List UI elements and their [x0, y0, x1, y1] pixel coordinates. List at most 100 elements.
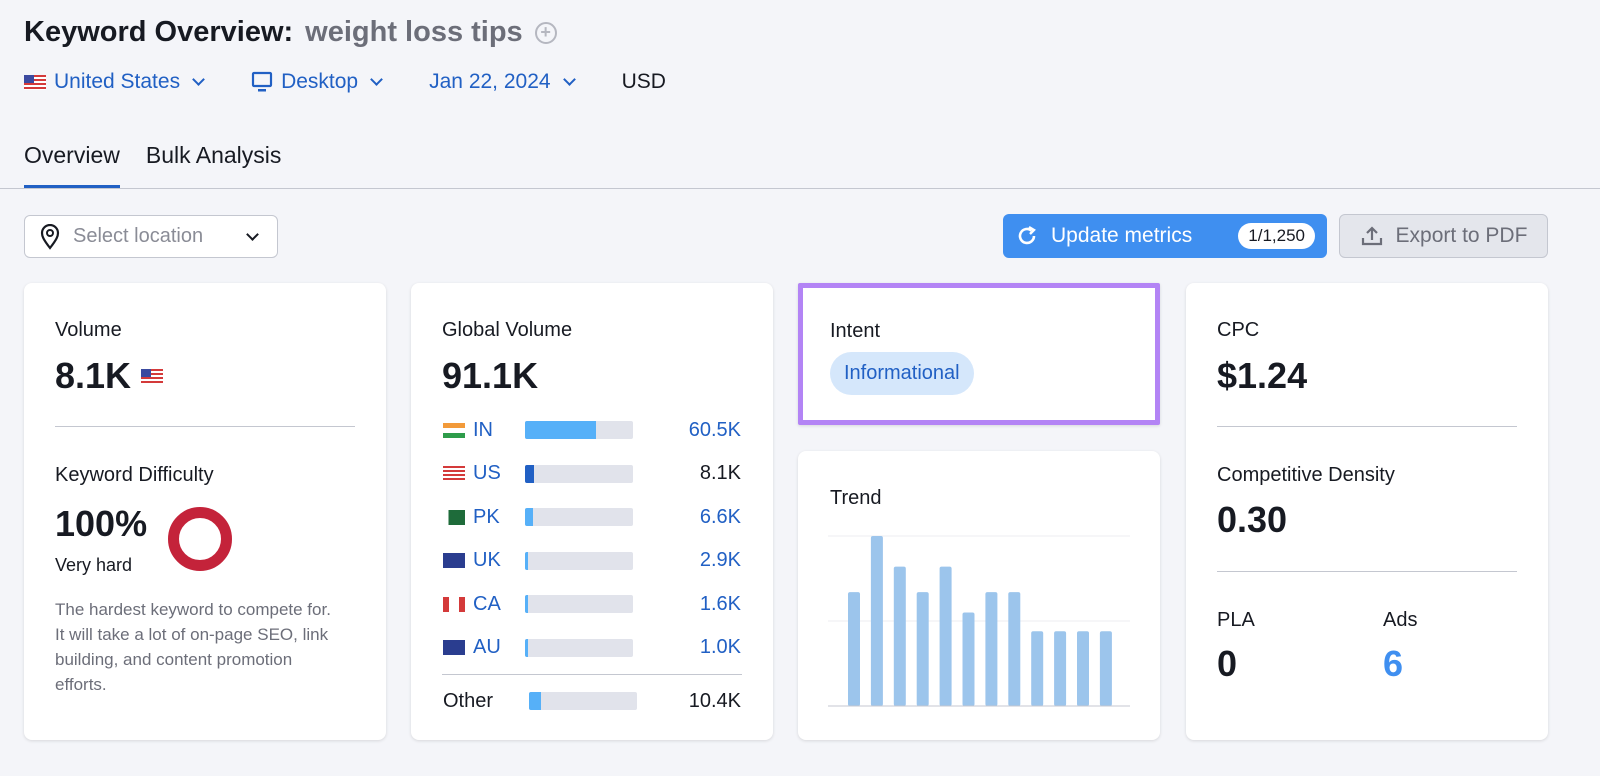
tabs-divider	[0, 188, 1600, 189]
chevron-down-icon	[246, 227, 259, 241]
intent-badge: Informational	[830, 352, 974, 395]
update-metrics-button[interactable]: Update metrics 1/1,250	[1003, 214, 1327, 258]
trend-bar[interactable]	[1031, 631, 1044, 706]
divider	[1217, 571, 1517, 572]
country-dropdown[interactable]: United States	[24, 70, 209, 94]
tabs: Overview Bulk Analysis	[24, 142, 281, 189]
volume-value-wrap: 8.1K	[55, 355, 164, 397]
difficulty-ring	[168, 507, 232, 571]
intent-card: Intent Informational	[798, 283, 1160, 425]
us-flag-icon	[141, 368, 164, 384]
ads-value[interactable]: 6	[1383, 643, 1404, 684]
keyword: weight loss tips	[305, 16, 523, 48]
trend-bar[interactable]	[939, 566, 952, 706]
difficulty-description: The hardest keyword to compete for. It w…	[55, 600, 331, 694]
ca-flag-icon	[443, 596, 465, 612]
us-flag-icon	[443, 466, 465, 481]
page-title: Keyword Overview: weight loss tips +	[24, 16, 557, 49]
share-bar	[525, 464, 633, 483]
volume-value: 8.1K	[55, 355, 132, 396]
title-label: Keyword Overview:	[24, 16, 294, 48]
chevron-down-icon	[562, 73, 576, 86]
cpc-value: $1.24	[1217, 355, 1308, 396]
country-row-au: AU 1.0K	[443, 636, 741, 660]
date-dropdown[interactable]: Jan 22, 2024	[429, 70, 579, 94]
country-code[interactable]: IN	[473, 418, 493, 441]
country-row-other: Other 10.4K	[443, 689, 741, 713]
country-value[interactable]: 1.6K	[699, 592, 741, 615]
volume-card: Volume 8.1K Keyword Difficulty 100% Very…	[24, 283, 386, 740]
trend-bar[interactable]	[870, 536, 883, 706]
desktop-icon	[251, 71, 273, 92]
intent-label: Intent	[830, 320, 881, 342]
uk-flag-icon	[443, 553, 465, 568]
location-placeholder: Select location	[73, 225, 204, 247]
share-bar	[525, 421, 633, 439]
export-label: Export to PDF	[1395, 224, 1528, 247]
device-label: Desktop	[281, 70, 359, 93]
trend-bar[interactable]	[985, 592, 998, 706]
date-label: Jan 22, 2024	[429, 70, 551, 93]
trend-bar[interactable]	[1008, 592, 1021, 706]
trend-bar[interactable]	[1099, 631, 1112, 706]
trend-bar[interactable]	[893, 566, 906, 706]
location-pin-icon	[40, 223, 60, 250]
au-flag-icon	[443, 640, 465, 655]
country-value: 8.1K	[699, 462, 741, 484]
country-row-us: US 8.1K	[443, 462, 741, 486]
volume-label: Volume	[55, 319, 122, 341]
share-bar	[525, 508, 633, 526]
cpc-card: CPC $1.24 Competitive Density 0.30 PLA 0…	[1186, 283, 1548, 740]
difficulty-value: 100%	[55, 503, 148, 544]
country-code: US	[473, 462, 501, 484]
update-label: Update metrics	[1051, 224, 1193, 247]
cpc-label: CPC	[1217, 319, 1260, 341]
country-value[interactable]: 1.0K	[699, 636, 741, 658]
device-dropdown[interactable]: Desktop	[251, 70, 387, 94]
divider	[55, 426, 355, 427]
other-label: Other	[443, 689, 494, 712]
trend-label: Trend	[830, 487, 882, 509]
global-volume-card: Global Volume 91.1K IN 60.5K US 8.1K PK 6.6K U…	[411, 283, 773, 740]
refresh-icon	[1018, 225, 1036, 245]
density-value: 0.30	[1217, 499, 1288, 540]
density-label: Competitive Density	[1217, 464, 1395, 486]
country-label: United States	[54, 70, 181, 93]
share-bar	[529, 692, 637, 710]
pla-value: 0	[1217, 643, 1238, 684]
export-pdf-button[interactable]: Export to PDF	[1339, 214, 1548, 258]
divider	[442, 674, 742, 675]
country-code[interactable]: UK	[473, 549, 501, 571]
country-code[interactable]: PK	[473, 505, 500, 528]
location-select[interactable]: Select location	[24, 215, 278, 258]
country-value[interactable]: 2.9K	[699, 549, 741, 571]
tab-bulk-analysis[interactable]: Bulk Analysis	[145, 142, 282, 168]
other-value: 10.4K	[688, 689, 741, 712]
trend-chart	[828, 535, 1130, 707]
update-count-badge: 1/1,250	[1238, 223, 1315, 249]
country-row-ca: CA 1.6K	[443, 592, 741, 616]
country-code[interactable]: CA	[473, 592, 501, 615]
trend-bar[interactable]	[1077, 631, 1089, 706]
add-plus-icon[interactable]: +	[534, 21, 557, 44]
in-flag-icon	[443, 422, 465, 438]
pla-label: PLA	[1217, 609, 1255, 631]
pk-flag-icon	[443, 509, 465, 525]
trend-bar[interactable]	[962, 612, 975, 707]
us-flag-icon	[24, 74, 46, 90]
trend-bar[interactable]	[916, 592, 929, 706]
country-value[interactable]: 60.5K	[688, 418, 741, 441]
chevron-down-icon	[192, 73, 205, 86]
share-bar	[525, 551, 633, 570]
divider	[1217, 426, 1517, 427]
tab-overview[interactable]: Overview	[24, 142, 120, 189]
country-row-pk: PK 6.6K	[443, 505, 741, 529]
share-bar	[525, 595, 633, 613]
country-value[interactable]: 6.6K	[699, 505, 741, 528]
country-code[interactable]: AU	[473, 636, 501, 658]
global-volume-label: Global Volume	[442, 319, 573, 341]
global-volume-value: 91.1K	[442, 355, 539, 396]
filters-bar: United States Desktop Jan 22, 2024 USD	[24, 70, 666, 94]
trend-bar[interactable]	[848, 592, 860, 706]
trend-bar[interactable]	[1054, 631, 1067, 706]
